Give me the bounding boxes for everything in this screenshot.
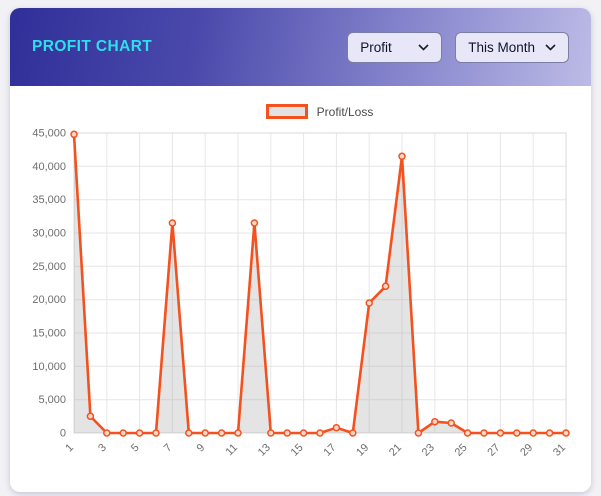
svg-text:10,000: 10,000	[32, 361, 66, 373]
legend[interactable]: Profit/Loss	[60, 104, 579, 119]
svg-text:15: 15	[289, 442, 306, 459]
svg-text:25,000: 25,000	[32, 261, 66, 273]
chart-body: Profit/Loss 0 5,000 10,000 15,000 20,000 25,0…	[10, 86, 591, 485]
svg-text:9: 9	[195, 442, 208, 455]
svg-text:35,000: 35,000	[32, 194, 66, 206]
svg-text:25: 25	[453, 442, 470, 459]
chevron-down-icon	[545, 43, 556, 51]
legend-swatch	[265, 104, 308, 119]
svg-text:7: 7	[162, 442, 175, 455]
svg-text:13: 13	[256, 442, 273, 459]
svg-text:29: 29	[518, 442, 535, 459]
svg-text:40,000: 40,000	[32, 161, 66, 173]
page-title: PROFIT CHART	[32, 38, 153, 55]
svg-text:3: 3	[96, 442, 109, 455]
profit-chart-card: PROFIT CHART Profit This Month Profit/Lo…	[10, 8, 591, 492]
svg-text:17: 17	[321, 442, 338, 459]
svg-text:23: 23	[420, 442, 437, 459]
svg-text:1: 1	[63, 442, 76, 455]
metric-dropdown-value: Profit	[360, 39, 392, 55]
profit-loss-area-chart: 0 5,000 10,000 15,000 20,000 25,000 30,000 35,0…	[32, 128, 570, 459]
svg-text:19: 19	[354, 442, 371, 459]
legend-label: Profit/Loss	[316, 104, 374, 119]
svg-text:45,000: 45,000	[32, 128, 66, 140]
chevron-down-icon	[418, 43, 429, 51]
svg-text:31: 31	[551, 442, 568, 459]
period-dropdown[interactable]: This Month	[455, 31, 569, 63]
svg-text:0: 0	[60, 428, 66, 440]
svg-text:21: 21	[387, 442, 404, 459]
svg-text:30,000: 30,000	[32, 228, 66, 240]
metric-dropdown[interactable]: Profit	[347, 31, 443, 63]
svg-text:20,000: 20,000	[32, 294, 66, 306]
svg-text:5: 5	[129, 442, 142, 455]
period-dropdown-value: This Month	[468, 39, 535, 55]
svg-text:27: 27	[485, 442, 502, 459]
svg-text:5,000: 5,000	[38, 394, 66, 406]
svg-text:11: 11	[224, 442, 241, 459]
card-header: PROFIT CHART Profit This Month	[10, 8, 591, 86]
svg-text:15,000: 15,000	[32, 328, 66, 340]
